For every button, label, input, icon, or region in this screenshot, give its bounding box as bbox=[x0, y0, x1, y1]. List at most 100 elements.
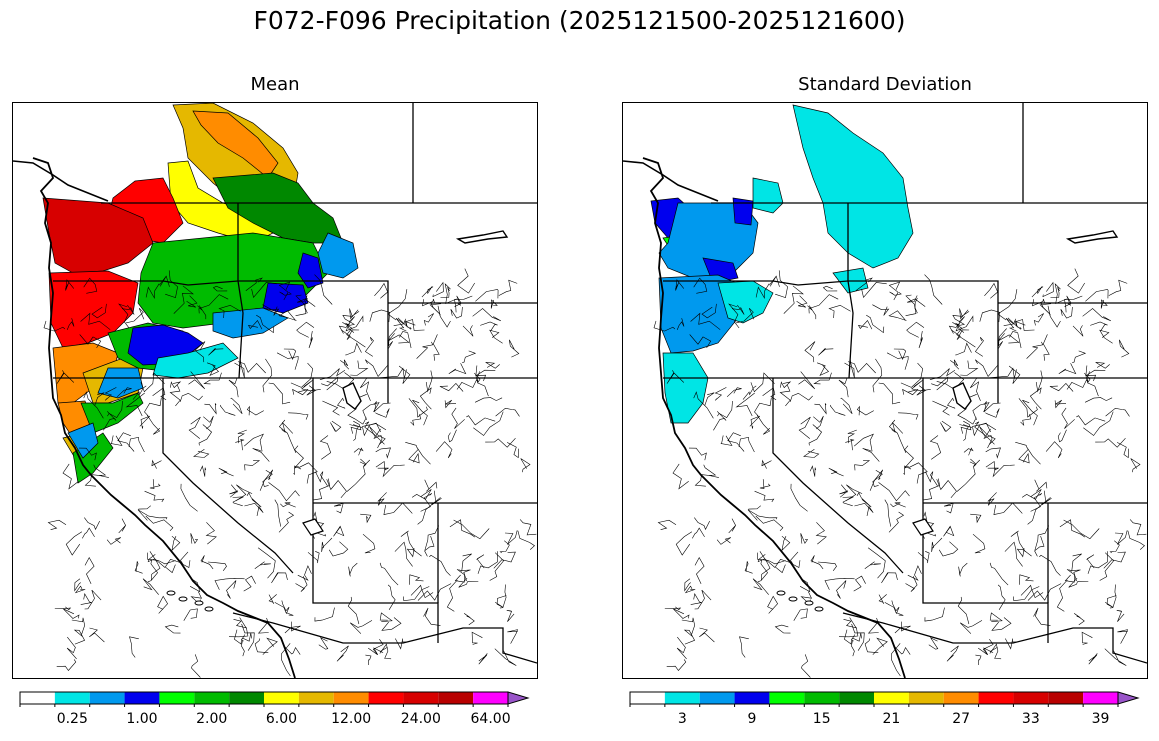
basin-boundary bbox=[252, 448, 270, 462]
basin-boundary bbox=[905, 576, 918, 592]
island bbox=[814, 606, 824, 612]
basin-boundary bbox=[444, 283, 457, 304]
basin-boundary bbox=[675, 531, 693, 556]
basin-boundary bbox=[762, 387, 777, 401]
basin-boundary bbox=[1083, 411, 1114, 436]
island bbox=[804, 600, 814, 606]
basin-boundary bbox=[894, 646, 911, 655]
basin-boundary bbox=[855, 277, 873, 291]
basin-boundary bbox=[204, 403, 217, 415]
basin-boundary bbox=[424, 479, 438, 492]
basin-boundary bbox=[80, 592, 92, 605]
basin-boundary bbox=[381, 617, 402, 631]
colorbar-box bbox=[298, 692, 334, 704]
basin-boundary bbox=[970, 513, 982, 524]
basin-boundary bbox=[851, 639, 855, 657]
basin-boundary bbox=[1007, 317, 1022, 330]
state-borders bbox=[53, 103, 537, 664]
basin-boundary bbox=[439, 382, 464, 392]
basin-boundary bbox=[374, 282, 389, 299]
basin-boundary bbox=[891, 643, 901, 677]
colorbar-tick-label: 27 bbox=[952, 711, 971, 727]
basin-boundary bbox=[352, 424, 371, 437]
basin-boundary bbox=[907, 565, 922, 581]
precip-region bbox=[662, 352, 709, 424]
basin-boundary bbox=[1042, 334, 1050, 361]
basin-boundary bbox=[767, 595, 778, 614]
basin-boundary bbox=[1018, 398, 1038, 418]
basin-boundary bbox=[417, 497, 441, 525]
basin-boundary bbox=[997, 584, 1006, 610]
basin-boundary bbox=[694, 589, 712, 610]
basin-boundary bbox=[804, 341, 816, 363]
basin-boundary bbox=[845, 439, 855, 451]
basin-boundary bbox=[186, 295, 198, 308]
basin-boundary bbox=[1068, 569, 1081, 582]
coastline bbox=[642, 157, 906, 678]
basin-boundary bbox=[775, 270, 788, 298]
basin-boundary bbox=[1058, 363, 1077, 375]
stddev-colorbar bbox=[629, 691, 1140, 707]
basin-boundary bbox=[276, 352, 299, 370]
basin-boundary bbox=[405, 442, 431, 465]
basin-boundary bbox=[878, 482, 910, 502]
basin-boundary bbox=[891, 421, 904, 434]
colorbar-tick-label: 15 bbox=[812, 711, 831, 727]
colorbar-extension bbox=[507, 691, 530, 705]
basin-boundary bbox=[983, 646, 998, 655]
basin-boundary bbox=[379, 643, 392, 660]
basin-boundary bbox=[199, 465, 206, 477]
basin-boundary bbox=[683, 629, 696, 645]
basin-boundary bbox=[908, 462, 928, 484]
basin-boundary bbox=[448, 363, 467, 375]
basin-boundary bbox=[1114, 530, 1128, 545]
basin-boundary bbox=[464, 613, 475, 626]
basin-boundary bbox=[1021, 489, 1042, 500]
colorbar-box bbox=[54, 692, 90, 704]
basin-boundary bbox=[475, 289, 499, 302]
basin-boundary bbox=[809, 465, 816, 477]
basin-boundary bbox=[944, 502, 954, 514]
basin-boundary bbox=[278, 511, 295, 533]
precip-region bbox=[67, 422, 99, 459]
stddev-map bbox=[622, 102, 1148, 679]
basin-boundary bbox=[969, 377, 981, 402]
basin-boundary bbox=[1081, 631, 1093, 645]
colorbar-box bbox=[874, 692, 909, 704]
basin-boundary bbox=[800, 533, 809, 544]
basin-boundary bbox=[494, 648, 517, 666]
basin-boundary bbox=[412, 399, 428, 426]
precip-region bbox=[297, 252, 324, 289]
basin-boundary bbox=[474, 371, 481, 384]
basin-boundaries bbox=[43, 268, 537, 678]
basin-boundary bbox=[205, 522, 217, 545]
basin-boundary bbox=[1042, 281, 1054, 298]
basin-boundary bbox=[1063, 519, 1100, 540]
state-borders bbox=[663, 103, 1147, 664]
basin-boundary bbox=[506, 610, 515, 622]
basin-boundaries bbox=[653, 268, 1147, 678]
basin-boundary bbox=[1015, 442, 1041, 465]
basin-boundary bbox=[47, 519, 67, 530]
basin-boundary bbox=[843, 617, 857, 629]
basin-boundary bbox=[262, 304, 280, 316]
basin-boundary bbox=[1054, 399, 1067, 409]
basin-boundary bbox=[756, 414, 771, 435]
colorbar-tick-label: 64.00 bbox=[470, 711, 511, 727]
basin-boundary bbox=[984, 282, 999, 299]
basin-boundary bbox=[244, 433, 264, 452]
basin-boundary bbox=[689, 334, 712, 349]
basin-boundary bbox=[495, 595, 507, 608]
colorbar-tick-label: 21 bbox=[882, 711, 901, 727]
basin-boundary bbox=[147, 554, 166, 568]
colorbar-box bbox=[664, 692, 700, 704]
basin-boundary bbox=[164, 558, 181, 574]
colorbar-box bbox=[20, 692, 55, 704]
state-border bbox=[239, 377, 314, 503]
basin-boundary bbox=[1033, 607, 1051, 626]
basin-boundary bbox=[43, 320, 66, 332]
basin-boundary bbox=[268, 594, 277, 605]
basin-boundary bbox=[271, 572, 288, 584]
basin-boundary bbox=[243, 575, 256, 592]
basin-boundary bbox=[692, 527, 705, 539]
